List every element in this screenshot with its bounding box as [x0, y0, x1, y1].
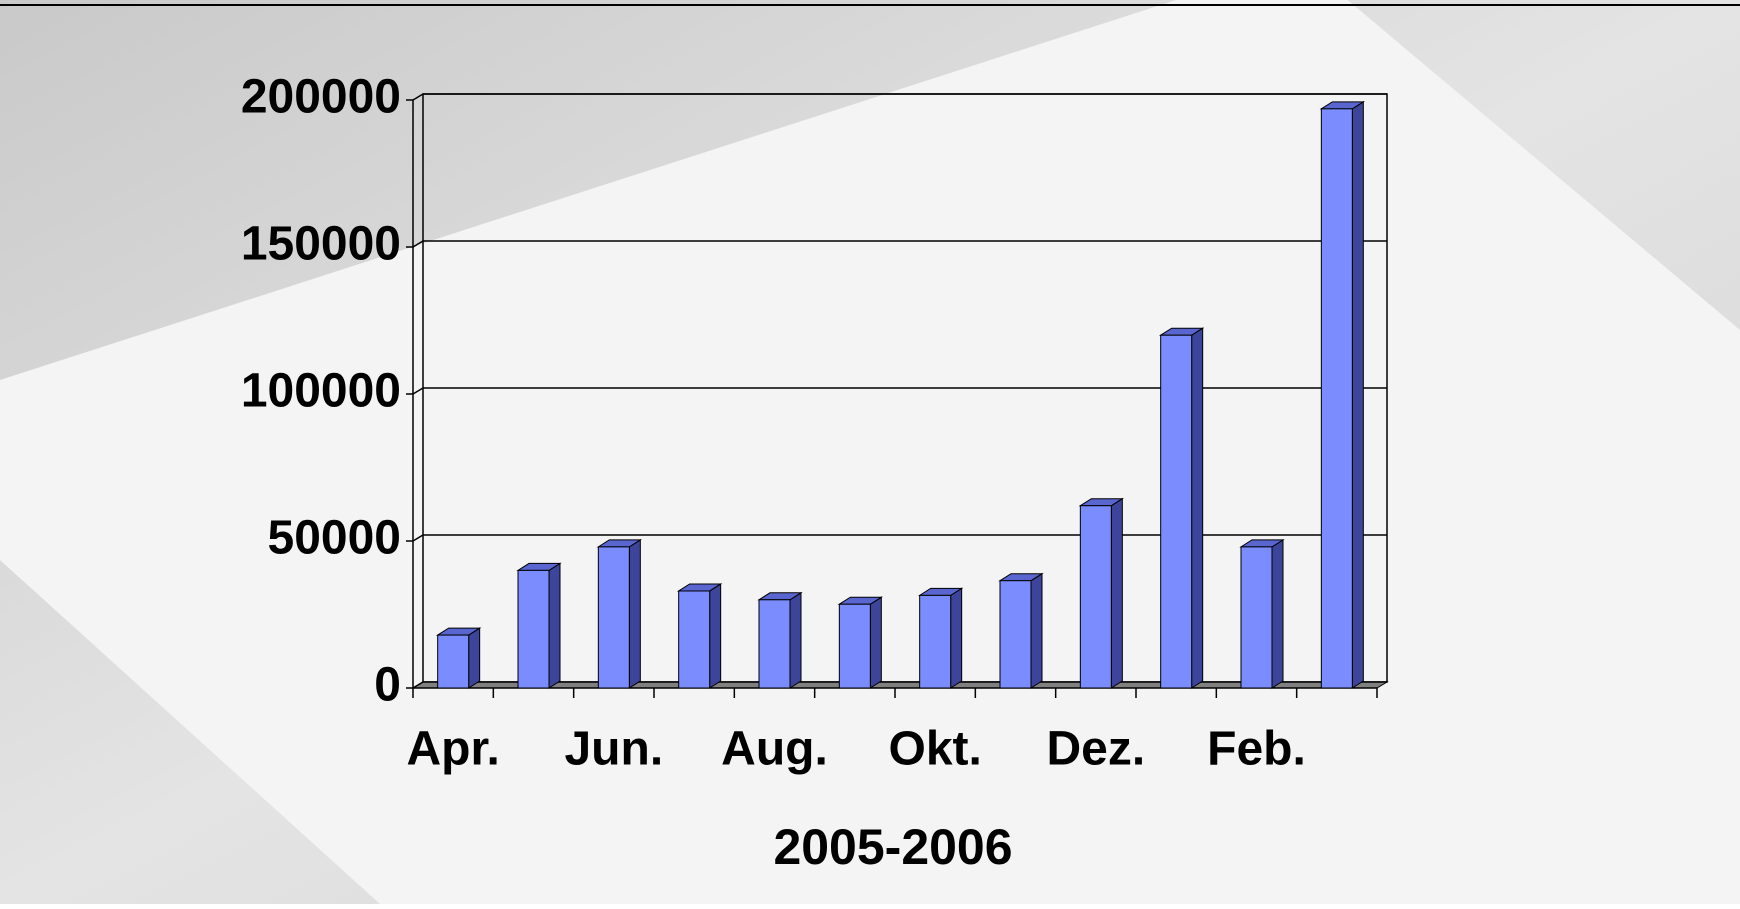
bar — [1321, 109, 1352, 688]
x-axis-label: 2005-2006 — [773, 819, 1012, 875]
bar — [759, 600, 790, 688]
bar — [518, 570, 549, 688]
x-tick-label: Dez. — [1046, 723, 1145, 776]
bar-side — [951, 588, 962, 688]
bar — [1161, 335, 1192, 688]
bar — [438, 635, 469, 688]
bar — [679, 591, 710, 688]
x-tick-label: Feb. — [1207, 723, 1306, 776]
bar-side — [790, 593, 801, 688]
bar-side — [870, 597, 881, 688]
bar — [598, 547, 629, 688]
bar — [1241, 547, 1272, 688]
bar-side — [1192, 328, 1203, 688]
x-tick-label: Okt. — [888, 723, 981, 776]
bar-side — [469, 628, 480, 688]
chart: 2005-2006 0 50000 100000 150000 200000 Apr. Ju… — [0, 0, 1740, 904]
bar-side — [1352, 102, 1363, 688]
x-tick-label: Apr. — [406, 723, 499, 776]
bar-side — [549, 563, 560, 688]
y-tick-label: 100000 — [241, 365, 401, 418]
bar-side — [629, 540, 640, 688]
y-tick-label: 150000 — [241, 218, 401, 271]
y-tick-label: 200000 — [241, 71, 401, 124]
bar — [839, 604, 870, 688]
y-tick-label: 0 — [374, 659, 401, 712]
bar-side — [1111, 499, 1122, 688]
x-tick-label: Aug. — [721, 723, 828, 776]
bar — [1080, 506, 1111, 688]
x-tick-label: Jun. — [564, 723, 663, 776]
bar-side — [1031, 574, 1042, 688]
bar-side — [710, 584, 721, 688]
bar-side — [1272, 540, 1283, 688]
bar — [920, 595, 951, 688]
bar — [1000, 581, 1031, 688]
y-tick-label: 50000 — [268, 512, 401, 565]
